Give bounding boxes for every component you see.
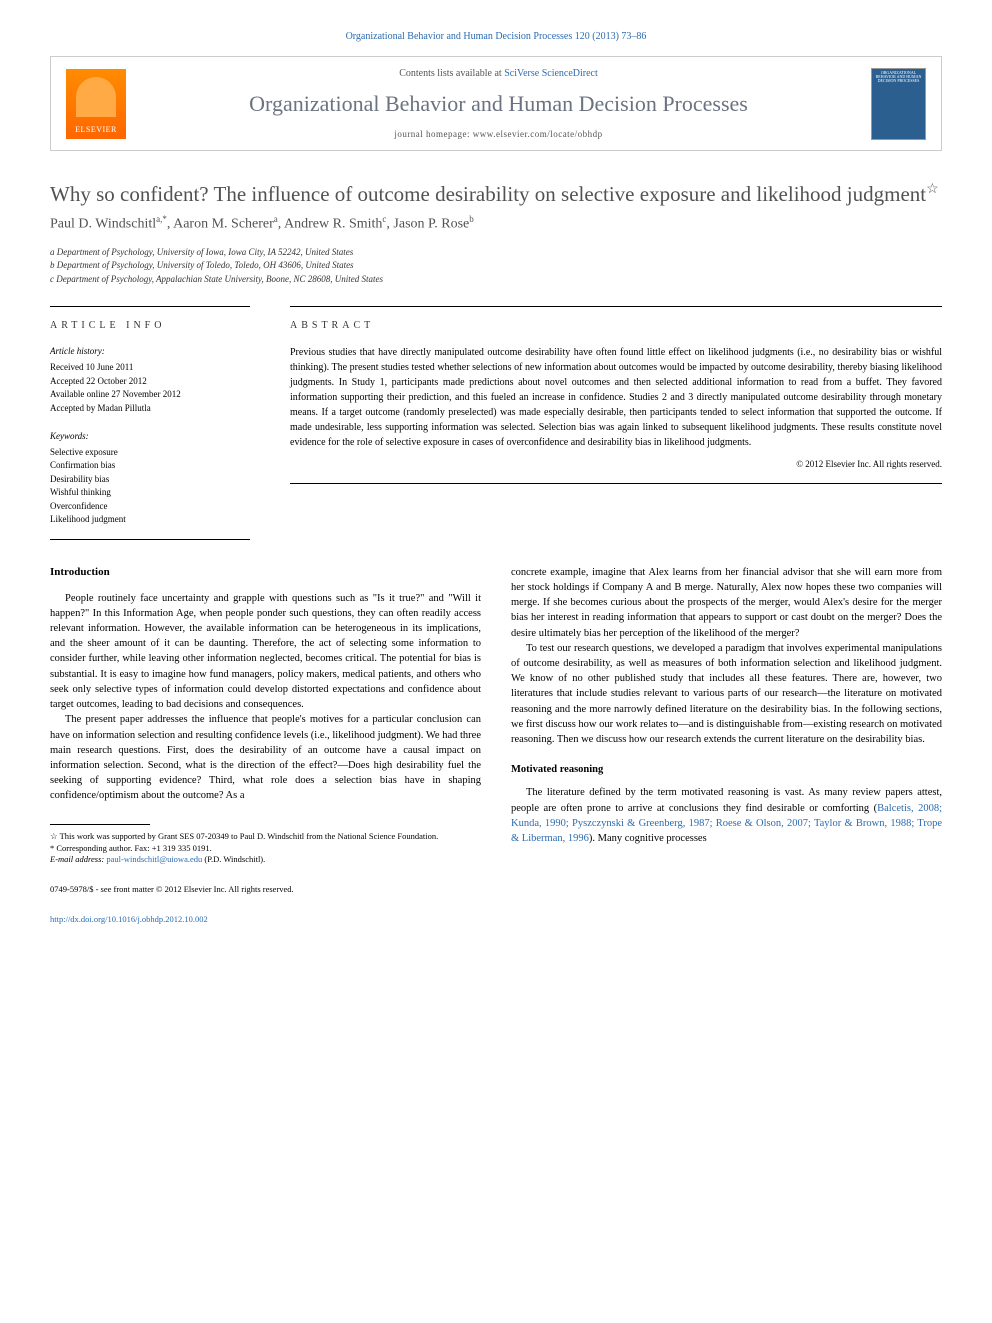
abstract-copyright: © 2012 Elsevier Inc. All rights reserved… — [290, 458, 942, 471]
email-suffix: (P.D. Windschitl). — [202, 854, 265, 864]
footer-issn: 0749-5978/$ - see front matter © 2012 El… — [50, 884, 481, 896]
article-info-heading: ARTICLE INFO — [50, 319, 250, 333]
author-1-sup: a,* — [156, 214, 167, 224]
keyword-1: Selective exposure — [50, 446, 250, 460]
body-col-left: Introduction People routinely face uncer… — [50, 565, 481, 926]
journal-header-box: ELSEVIER Contents lists available at Sci… — [50, 56, 942, 151]
citation-line: Organizational Behavior and Human Decisi… — [50, 30, 942, 44]
article-info-row: ARTICLE INFO Article history: Received 1… — [50, 306, 942, 539]
email-label: E-mail address: — [50, 854, 106, 864]
keyword-6: Likelihood judgment — [50, 513, 250, 527]
history-online: Available online 27 November 2012 — [50, 388, 250, 402]
intro-p1: People routinely face uncertainty and gr… — [50, 591, 481, 713]
abstract-heading: ABSTRACT — [290, 319, 942, 333]
affiliation-c: c Department of Psychology, Appalachian … — [50, 273, 942, 287]
homepage-url[interactable]: www.elsevier.com/locate/obhdp — [473, 129, 603, 139]
author-2: Aaron M. Scherer — [173, 216, 274, 231]
col2-p2: To test our research questions, we devel… — [511, 641, 942, 748]
sciencedirect-link[interactable]: SciVerse ScienceDirect — [504, 68, 598, 79]
title-star-icon: ☆ — [926, 182, 939, 197]
author-4-sup: b — [469, 214, 474, 224]
abstract-text: Previous studies that have directly mani… — [290, 345, 942, 450]
article-title: Why so confident? The influence of outco… — [50, 181, 942, 208]
doi-link[interactable]: http://dx.doi.org/10.1016/j.obhdp.2012.1… — [50, 914, 208, 924]
elsevier-logo: ELSEVIER — [66, 69, 126, 139]
elsevier-logo-text: ELSEVIER — [75, 124, 117, 135]
author-1: Paul D. Windschitl — [50, 216, 156, 231]
homepage-line: journal homepage: www.elsevier.com/locat… — [141, 128, 856, 141]
footnote-corresponding: * Corresponding author. Fax: +1 319 335 … — [50, 843, 481, 855]
col2-p3: The literature defined by the term motiv… — [511, 785, 942, 846]
article-info-left: ARTICLE INFO Article history: Received 1… — [50, 306, 250, 539]
author-4: Jason P. Rose — [393, 216, 469, 231]
keyword-2: Confirmation bias — [50, 459, 250, 473]
intro-p2: The present paper addresses the influenc… — [50, 712, 481, 803]
footnote-divider — [50, 824, 150, 825]
info-left-divider — [50, 539, 250, 540]
body-columns: Introduction People routinely face uncer… — [50, 565, 942, 926]
affiliation-b: b Department of Psychology, University o… — [50, 259, 942, 273]
keyword-3: Desirability bias — [50, 473, 250, 487]
affiliation-a: a Department of Psychology, University o… — [50, 246, 942, 260]
keywords-label: Keywords: — [50, 430, 250, 443]
intro-heading: Introduction — [50, 565, 481, 581]
header-center: Contents lists available at SciVerse Sci… — [141, 67, 856, 140]
info-right-divider — [290, 483, 942, 484]
body-col-right: concrete example, imagine that Alex lear… — [511, 565, 942, 926]
keyword-5: Overconfidence — [50, 500, 250, 514]
contents-prefix: Contents lists available at — [399, 68, 504, 79]
history-accepted: Accepted 22 October 2012 — [50, 375, 250, 389]
email-link[interactable]: paul-windschitl@uiowa.edu — [106, 854, 202, 864]
keyword-4: Wishful thinking — [50, 486, 250, 500]
motivated-heading: Motivated reasoning — [511, 762, 942, 777]
journal-name: Organizational Behavior and Human Decisi… — [141, 89, 856, 120]
author-2-sup: a — [274, 214, 278, 224]
author-3-sup: c — [382, 214, 386, 224]
footer-doi: http://dx.doi.org/10.1016/j.obhdp.2012.1… — [50, 914, 481, 926]
col2-p3-post: ). Many cognitive processes — [589, 833, 707, 844]
journal-cover-thumb: ORGANIZATIONAL BEHAVIOR AND HUMAN DECISI… — [871, 68, 926, 140]
contents-line: Contents lists available at SciVerse Sci… — [141, 67, 856, 81]
affiliations: a Department of Psychology, University o… — [50, 246, 942, 287]
title-text: Why so confident? The influence of outco… — [50, 182, 926, 206]
cover-title: ORGANIZATIONAL BEHAVIOR AND HUMAN DECISI… — [874, 71, 923, 84]
history-editor: Accepted by Madan Pillutla — [50, 402, 250, 416]
author-3: Andrew R. Smith — [284, 216, 382, 231]
history-received: Received 10 June 2011 — [50, 361, 250, 375]
authors-line: Paul D. Windschitla,*, Aaron M. Scherera… — [50, 213, 942, 234]
footnote-star: ☆ This work was supported by Grant SES 0… — [50, 831, 481, 843]
history-label: Article history: — [50, 345, 250, 358]
col2-p1: concrete example, imagine that Alex lear… — [511, 565, 942, 641]
homepage-prefix: journal homepage: — [394, 129, 472, 139]
footnote-email: E-mail address: paul-windschitl@uiowa.ed… — [50, 854, 481, 866]
article-info-right: ABSTRACT Previous studies that have dire… — [290, 306, 942, 539]
